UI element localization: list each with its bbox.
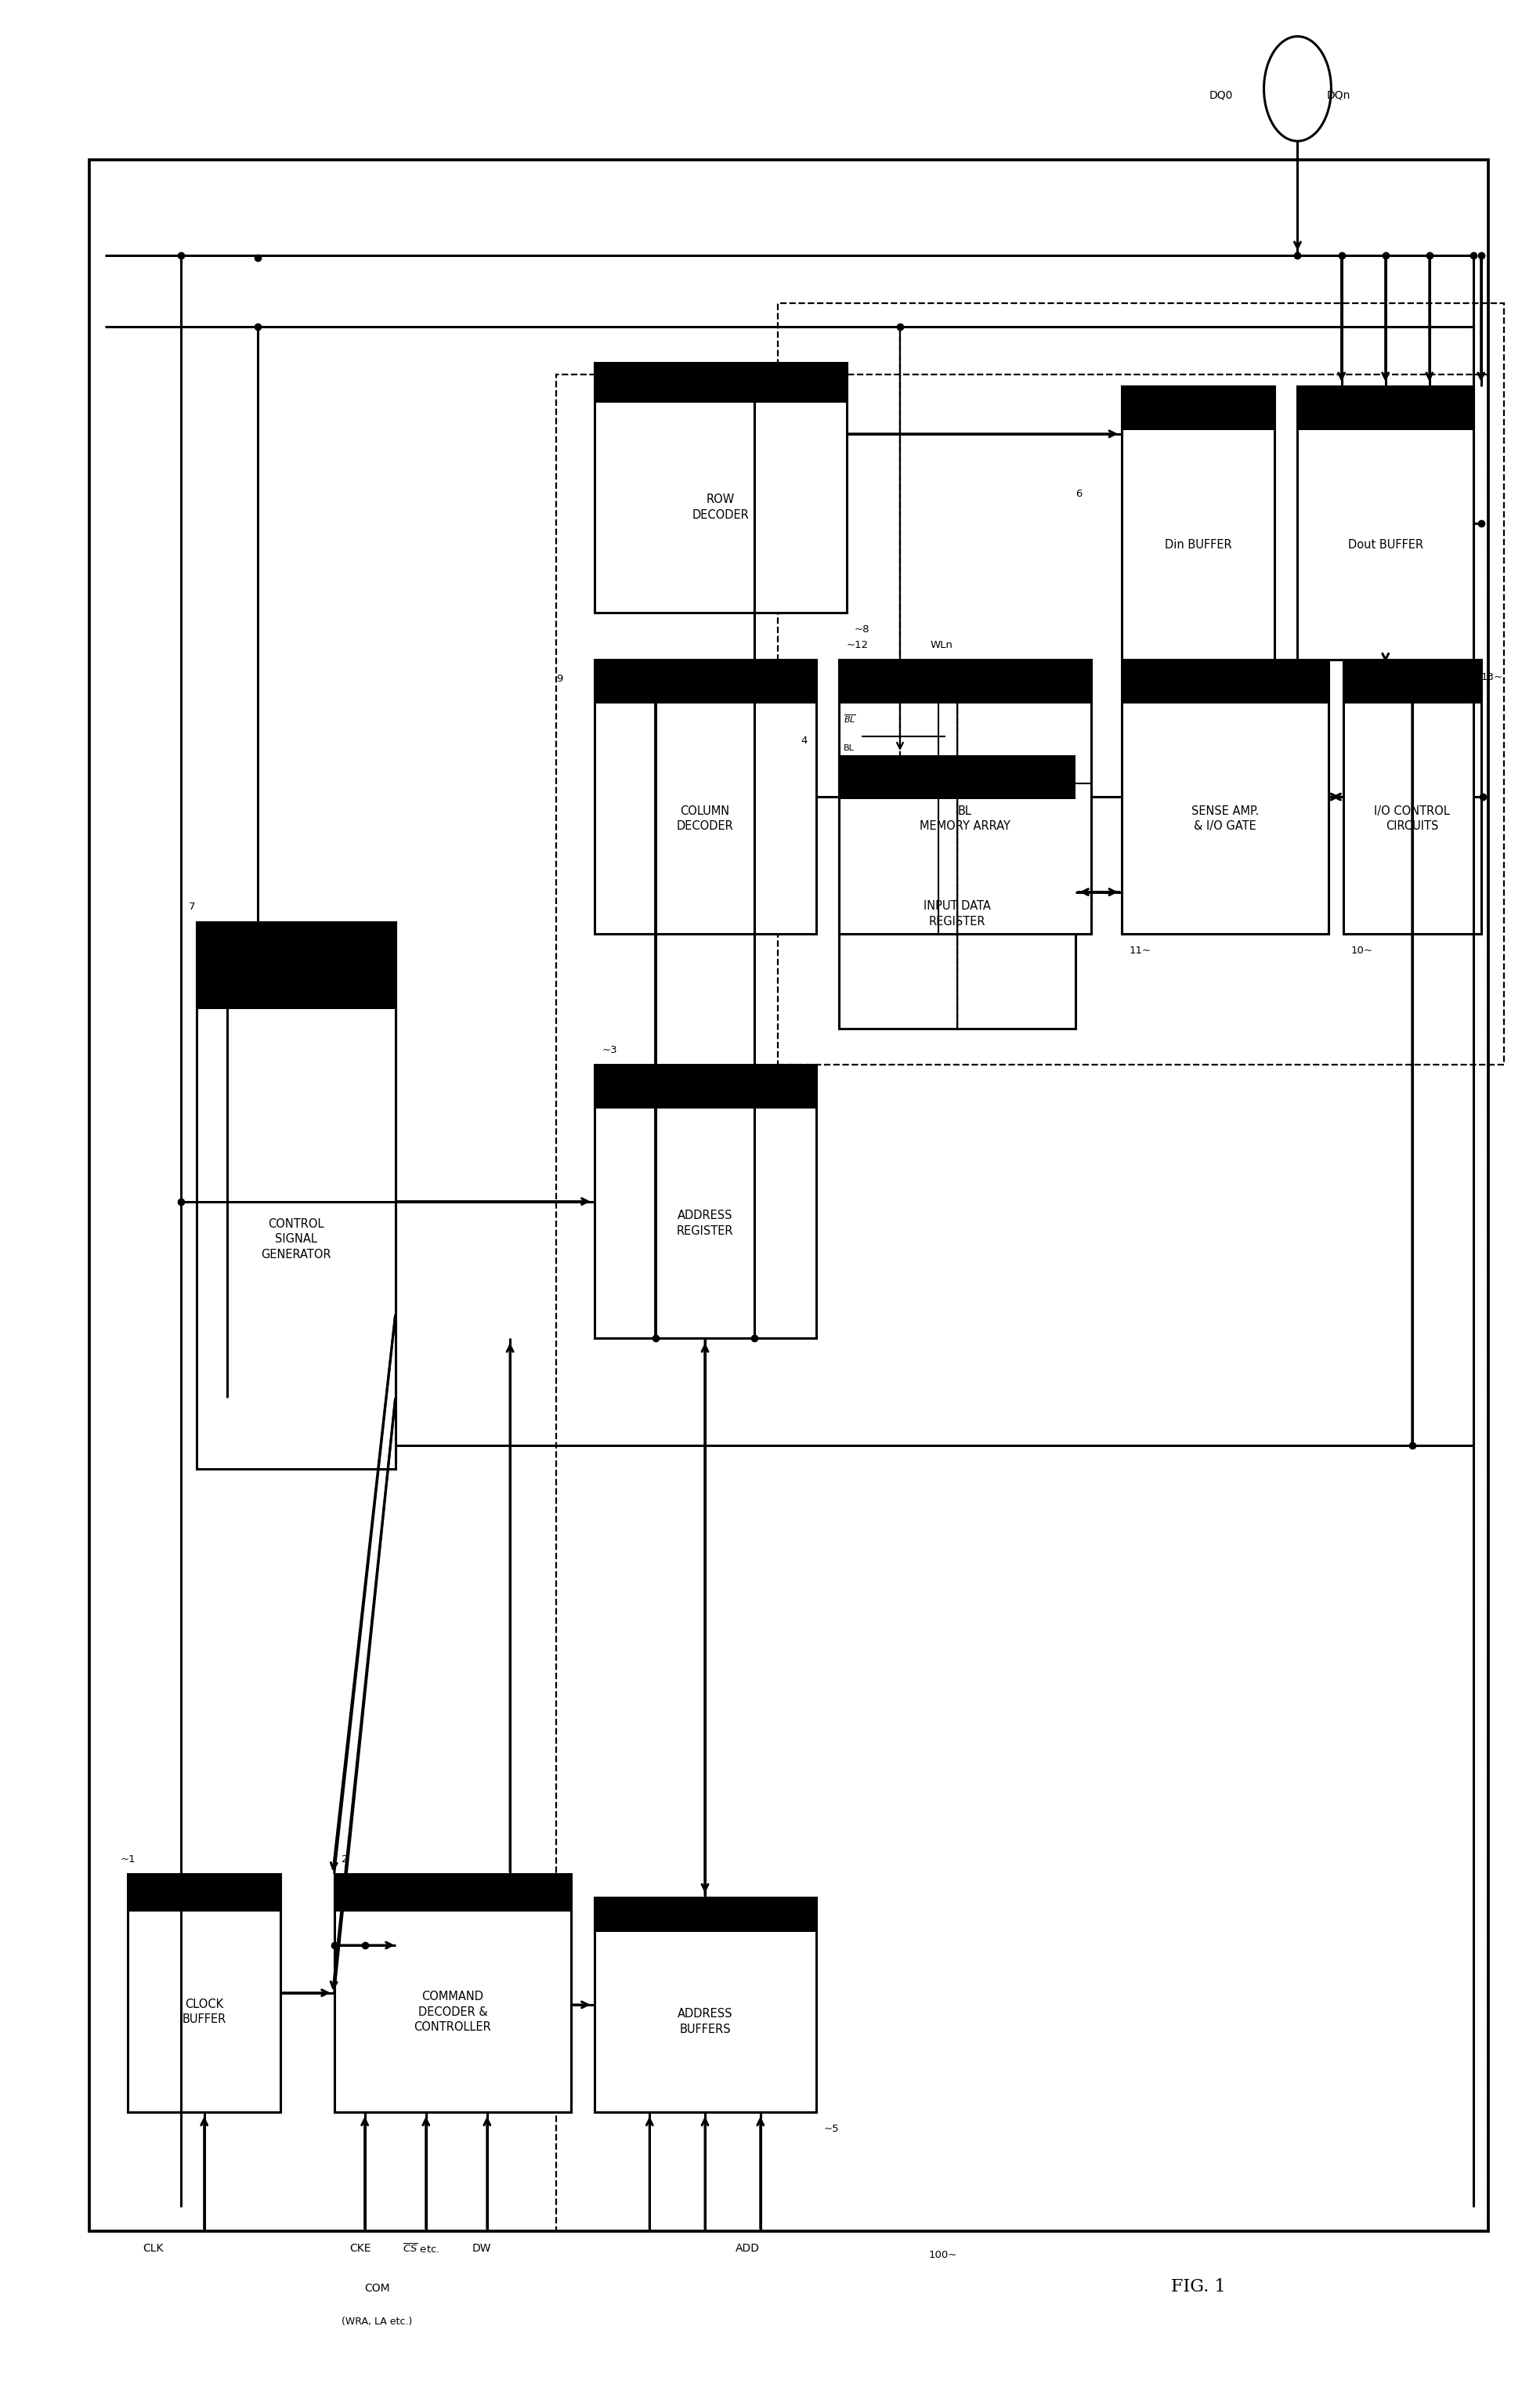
Text: 9: 9 bbox=[556, 674, 562, 684]
Text: ~12: ~12 bbox=[847, 641, 869, 650]
Text: 2: 2 bbox=[342, 1853, 348, 1865]
Text: 100~: 100~ bbox=[929, 2250, 958, 2259]
Bar bbox=[128, 1875, 280, 1913]
Bar bbox=[556, 375, 1489, 2231]
Bar bbox=[128, 1875, 280, 2111]
Text: BL
MEMORY ARRAY: BL MEMORY ARRAY bbox=[919, 806, 1010, 832]
Bar bbox=[1121, 387, 1275, 430]
Text: $\overline{BL}$: $\overline{BL}$ bbox=[844, 713, 856, 724]
Bar bbox=[1298, 387, 1474, 660]
Text: BL: BL bbox=[844, 744, 855, 753]
Text: ~5: ~5 bbox=[824, 2123, 839, 2133]
Bar bbox=[839, 756, 1076, 1028]
Text: 4: 4 bbox=[801, 736, 807, 746]
Bar bbox=[334, 1875, 571, 2111]
Text: 10~: 10~ bbox=[1351, 944, 1374, 956]
Text: 13~: 13~ bbox=[1481, 672, 1503, 681]
Text: CLK: CLK bbox=[143, 2243, 163, 2255]
Bar bbox=[594, 363, 847, 402]
Text: Din BUFFER: Din BUFFER bbox=[1164, 538, 1232, 550]
Bar bbox=[1121, 660, 1327, 703]
Text: CLOCK
BUFFER: CLOCK BUFFER bbox=[182, 1999, 226, 2025]
Bar bbox=[839, 660, 1092, 703]
Bar bbox=[89, 160, 1489, 2231]
Text: 6: 6 bbox=[1076, 490, 1083, 500]
Bar bbox=[594, 1064, 816, 1109]
Text: I/O CONTROL
CIRCUITS: I/O CONTROL CIRCUITS bbox=[1374, 806, 1451, 832]
Text: COLUMN
DECODER: COLUMN DECODER bbox=[676, 806, 733, 832]
Text: DW: DW bbox=[471, 2243, 491, 2255]
Text: CKE: CKE bbox=[350, 2243, 371, 2255]
Text: Dout BUFFER: Dout BUFFER bbox=[1348, 538, 1423, 550]
Bar bbox=[1121, 660, 1327, 935]
Text: ROW
DECODER: ROW DECODER bbox=[691, 495, 748, 521]
Text: CONTROL
SIGNAL
GENERATOR: CONTROL SIGNAL GENERATOR bbox=[260, 1217, 331, 1260]
Bar bbox=[594, 660, 816, 703]
Bar bbox=[1298, 387, 1474, 430]
Text: 11~: 11~ bbox=[1129, 944, 1152, 956]
Text: DQ0: DQ0 bbox=[1209, 91, 1234, 100]
Text: COM: COM bbox=[365, 2283, 390, 2295]
Text: WLn: WLn bbox=[930, 641, 953, 650]
Bar bbox=[594, 1898, 816, 1932]
Bar bbox=[197, 923, 396, 1468]
Bar bbox=[197, 923, 396, 1009]
Text: ~3: ~3 bbox=[602, 1045, 618, 1054]
Text: ADDRESS
BUFFERS: ADDRESS BUFFERS bbox=[678, 2008, 733, 2035]
Text: (WRA, LA etc.): (WRA, LA etc.) bbox=[342, 2317, 413, 2326]
Bar bbox=[839, 660, 1092, 935]
Bar bbox=[594, 1064, 816, 1339]
Text: ~1: ~1 bbox=[120, 1853, 136, 1865]
Bar bbox=[594, 1898, 816, 2111]
Text: $\overline{CS}$ etc.: $\overline{CS}$ etc. bbox=[403, 2243, 440, 2255]
Bar bbox=[778, 304, 1505, 1064]
Text: 7: 7 bbox=[189, 901, 196, 913]
Text: INPUT DATA
REGISTER: INPUT DATA REGISTER bbox=[924, 901, 990, 928]
Text: COMMAND
DECODER &
CONTROLLER: COMMAND DECODER & CONTROLLER bbox=[414, 1989, 491, 2032]
Text: SENSE AMP.
& I/O GATE: SENSE AMP. & I/O GATE bbox=[1190, 806, 1258, 832]
Bar bbox=[1121, 387, 1275, 660]
Bar bbox=[1343, 660, 1481, 703]
Bar bbox=[1343, 660, 1481, 935]
Bar bbox=[594, 363, 847, 612]
Text: DQn: DQn bbox=[1327, 91, 1351, 100]
Bar bbox=[594, 660, 816, 935]
Text: FIG. 1: FIG. 1 bbox=[1170, 2279, 1226, 2295]
Bar bbox=[839, 756, 1076, 799]
Text: ADDRESS
REGISTER: ADDRESS REGISTER bbox=[676, 1210, 733, 1236]
Text: ADD: ADD bbox=[736, 2243, 759, 2255]
Text: ~8: ~8 bbox=[855, 624, 870, 634]
Bar bbox=[334, 1875, 571, 1913]
